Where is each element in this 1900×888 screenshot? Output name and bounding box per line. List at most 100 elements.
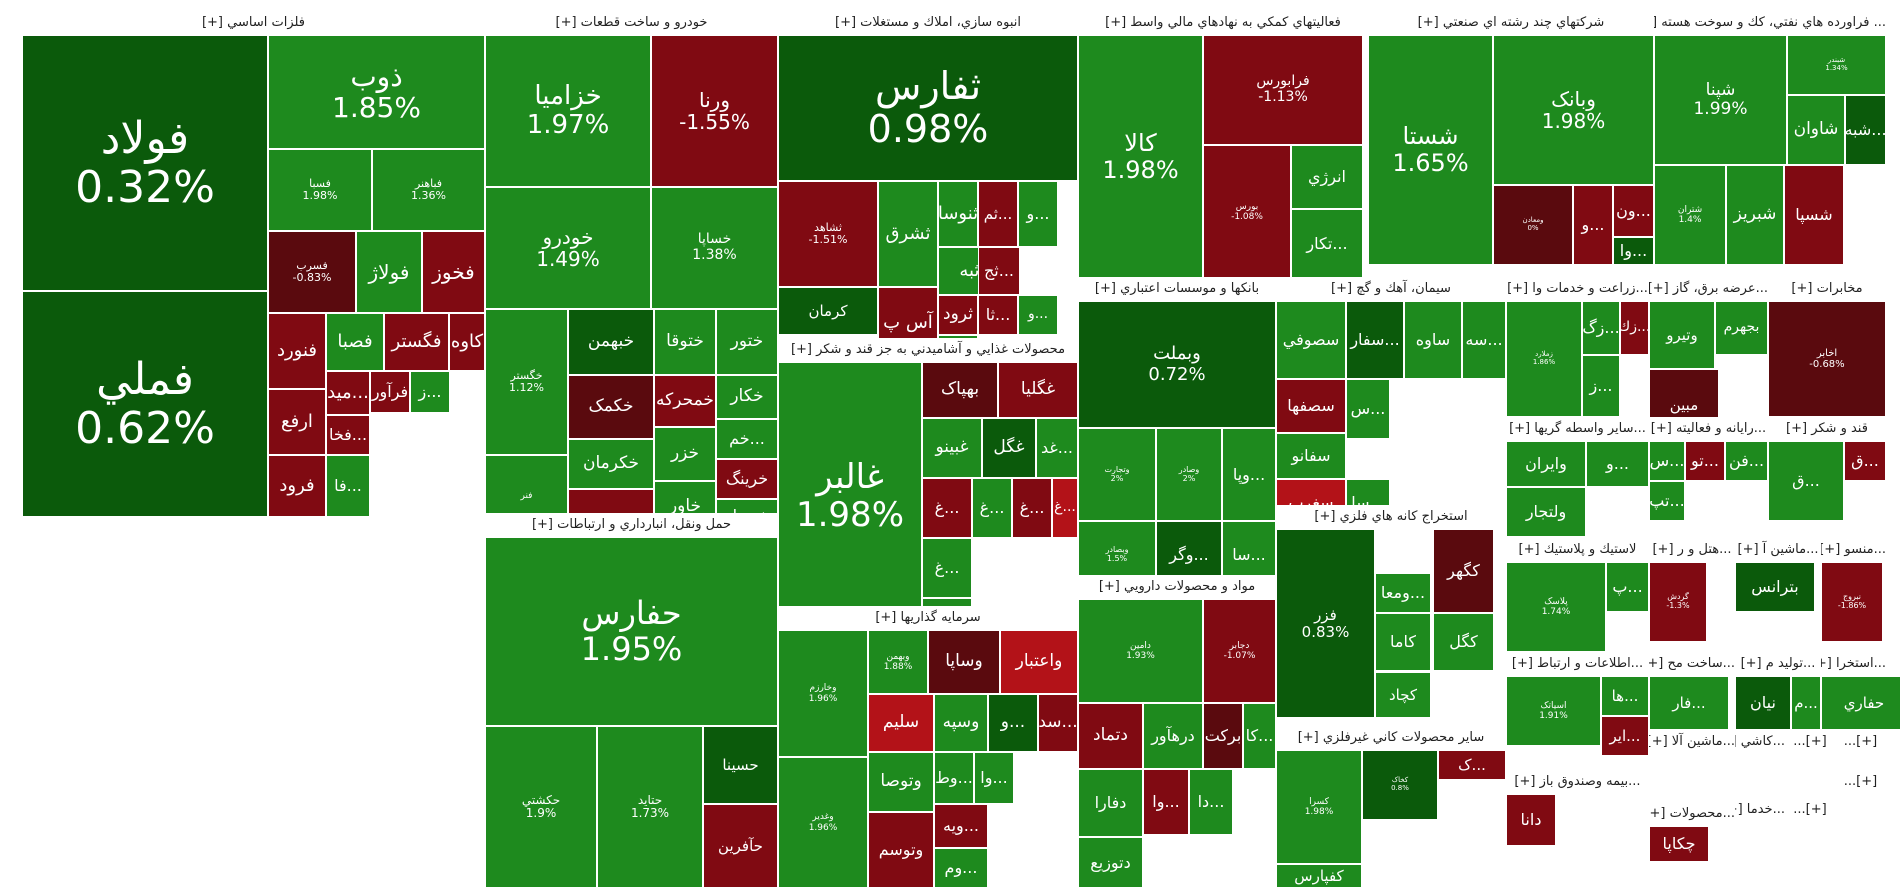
stock-tile[interactable]: فولاژ xyxy=(356,231,422,313)
sector-title[interactable]: ...محصولات [+] xyxy=(1649,806,1735,821)
stock-tile[interactable]: خکار xyxy=(716,375,778,419)
stock-tile[interactable]: ومعادن 0% xyxy=(1493,185,1573,265)
stock-tile[interactable]: ...فن xyxy=(1725,441,1768,481)
stock-tile[interactable]: حفارس 1.95% xyxy=(485,537,778,726)
stock-tile[interactable]: ...وا xyxy=(1143,769,1189,835)
stock-tile[interactable]: خزر xyxy=(654,427,716,481)
stock-tile[interactable]: دانا xyxy=(1506,794,1556,846)
stock-tile[interactable]: فرابورس -1.13% xyxy=(1203,35,1363,145)
stock-tile[interactable]: ...ميد xyxy=(326,371,370,415)
sector-title[interactable]: ...ماشين آ [+] xyxy=(1737,542,1819,557)
stock-tile[interactable]: بجهرم xyxy=(1715,301,1768,355)
stock-tile[interactable]: ...سد xyxy=(1038,694,1078,752)
sector-title[interactable]: ...ساخت مح [+] xyxy=(1649,656,1735,671)
stock-tile[interactable]: ...وط xyxy=(934,752,974,804)
stock-tile[interactable]: ساوه xyxy=(1404,301,1462,379)
stock-tile[interactable]: کالا 1.98% xyxy=(1078,35,1203,279)
stock-tile[interactable]: ...ون xyxy=(1613,185,1654,237)
stock-tile[interactable]: فولاد 0.32% xyxy=(22,35,268,291)
sector-title[interactable]: خودرو و ساخت قطعات [+] xyxy=(555,15,708,30)
stock-tile[interactable]: بورس -1.08% xyxy=(1203,145,1291,279)
stock-tile[interactable]: ...سه xyxy=(1462,301,1506,379)
stock-tile[interactable]: ...ق xyxy=(1768,441,1844,521)
stock-tile[interactable]: حفاري xyxy=(1821,676,1900,730)
stock-tile[interactable]: ...ها xyxy=(1601,676,1649,716)
stock-tile[interactable]: ...زك xyxy=(1620,301,1649,355)
sector-title[interactable]: سرمايه گذاريها [+] xyxy=(875,610,981,625)
stock-tile[interactable]: کچاد xyxy=(1375,672,1431,718)
stock-tile[interactable]: ...غ xyxy=(1052,478,1078,538)
stock-tile[interactable]: خگستر 1.12% xyxy=(485,309,568,455)
stock-tile[interactable]: غگل xyxy=(982,418,1036,478)
sector-title[interactable]: بانكها و موسسات اعتباري [+] xyxy=(1094,281,1260,296)
sector-title[interactable]: ...خدما [+] xyxy=(1735,802,1785,817)
stock-tile[interactable]: فزر 0.83% xyxy=(1276,529,1375,718)
stock-tile[interactable]: کگل xyxy=(1433,613,1494,671)
sector-title[interactable]: ...ماشين آلا [+] xyxy=(1649,734,1735,749)
stock-tile[interactable]: ولتجار xyxy=(1506,487,1586,537)
stock-tile[interactable]: نبروج -1.86% xyxy=(1821,562,1883,642)
stock-tile[interactable]: وتيرو xyxy=(1649,301,1715,369)
stock-tile[interactable]: ثرود xyxy=(938,295,978,335)
sector-title[interactable]: استخراج كانه هاي فلزي [+] xyxy=(1314,509,1468,524)
sector-title[interactable]: حمل ونقل، انبارداري و ارتباطات [+] xyxy=(531,517,732,532)
stock-tile[interactable]: دامين 1.93% xyxy=(1078,599,1203,703)
stock-tile[interactable]: ...شبه xyxy=(1845,95,1886,165)
stock-tile[interactable]: ...دا xyxy=(1189,769,1233,835)
stock-tile[interactable]: ...ز xyxy=(1582,355,1620,417)
stock-tile[interactable]: اسياتک 1.91% xyxy=(1506,676,1601,746)
stock-tile[interactable]: ...غ xyxy=(922,538,972,598)
stock-tile[interactable]: ...ثم xyxy=(978,181,1018,247)
stock-tile[interactable]: حسينا xyxy=(703,726,778,804)
stock-tile[interactable]: اخابر -0.68% xyxy=(1768,301,1886,417)
stock-tile[interactable]: واعتبار xyxy=(1000,630,1078,694)
stock-tile[interactable]: ...وم xyxy=(934,848,988,888)
stock-tile[interactable]: وبملت 0.72% xyxy=(1078,301,1276,428)
stock-tile[interactable]: کاوه xyxy=(449,313,485,371)
stock-tile[interactable]: خکرمان xyxy=(568,439,654,489)
stock-tile[interactable]: ...فار xyxy=(1649,676,1729,730)
stock-tile[interactable]: شپنا 1.99% xyxy=(1654,35,1787,165)
stock-tile[interactable]: شبندر 1.34% xyxy=(1787,35,1886,95)
stock-tile[interactable]: پلاسک 1.74% xyxy=(1506,562,1606,652)
stock-tile[interactable]: ...اير xyxy=(1601,716,1649,756)
stock-tile[interactable]: ...و xyxy=(1586,441,1649,487)
stock-tile[interactable]: سفانو xyxy=(1276,433,1346,479)
stock-tile[interactable]: سصوفي xyxy=(1276,301,1346,379)
stock-tile[interactable]: فنورد xyxy=(268,313,326,389)
stock-tile[interactable]: ثشرق xyxy=(878,181,938,287)
sector-title[interactable]: ...ساير واسطه گريها [+] xyxy=(1509,421,1646,436)
stock-tile[interactable]: فسبا 1.98% xyxy=(268,149,372,231)
stock-tile[interactable]: خکمک xyxy=(568,375,654,439)
stock-tile[interactable]: ...ثا xyxy=(978,295,1018,335)
stock-tile[interactable]: دتوزيع xyxy=(1078,837,1143,888)
sector-title[interactable]: قند و شكر [+] xyxy=(1786,421,1868,436)
stock-tile[interactable]: وصادر 2% xyxy=(1156,428,1222,521)
sector-title[interactable]: ساير محصولات كاني غيرفلزي [+] xyxy=(1297,730,1485,745)
stock-tile[interactable]: ...س xyxy=(1649,441,1685,481)
stock-tile[interactable]: ...و xyxy=(1573,185,1613,265)
sector-title[interactable]: لاستيك و پلاستيك [+] xyxy=(1518,542,1637,557)
stock-tile[interactable]: ...و xyxy=(1018,295,1058,335)
stock-tile[interactable]: ...خم xyxy=(716,419,778,459)
stock-tile[interactable]: نيان xyxy=(1735,676,1791,730)
stock-tile[interactable]: خودرو 1.49% xyxy=(485,187,651,309)
sector-title[interactable]: ...رايانه و فعاليته [+] xyxy=(1650,421,1767,436)
stock-tile[interactable]: ...تکار xyxy=(1291,209,1363,279)
sector-title[interactable]: فلزات اساسي [+] xyxy=(201,15,306,30)
stock-tile[interactable]: وتجارت 2% xyxy=(1078,428,1156,521)
stock-tile[interactable]: وسپه xyxy=(934,694,988,752)
stock-tile[interactable]: ذوب 1.85% xyxy=(268,35,485,149)
stock-tile[interactable]: ...ويه xyxy=(934,804,988,848)
stock-tile[interactable]: خساپا 1.38% xyxy=(651,187,778,309)
stock-tile[interactable]: کسرا 1.98% xyxy=(1276,750,1362,864)
sector-title[interactable]: ...كاشي [+] xyxy=(1735,734,1785,749)
sector-title[interactable]: [+]... xyxy=(1793,802,1827,817)
stock-tile[interactable]: شسپا xyxy=(1784,165,1844,265)
stock-tile[interactable]: وبهمن 1.88% xyxy=(868,630,928,694)
sector-title[interactable]: ...اطلاعات و ارتباط [+] xyxy=(1511,656,1644,671)
stock-tile[interactable]: فسرب -0.83% xyxy=(268,231,356,313)
stock-tile[interactable]: ...غد xyxy=(1036,418,1078,478)
stock-tile[interactable]: درهآور xyxy=(1143,703,1203,769)
stock-tile[interactable]: ثشاهد -1.51% xyxy=(778,181,878,287)
